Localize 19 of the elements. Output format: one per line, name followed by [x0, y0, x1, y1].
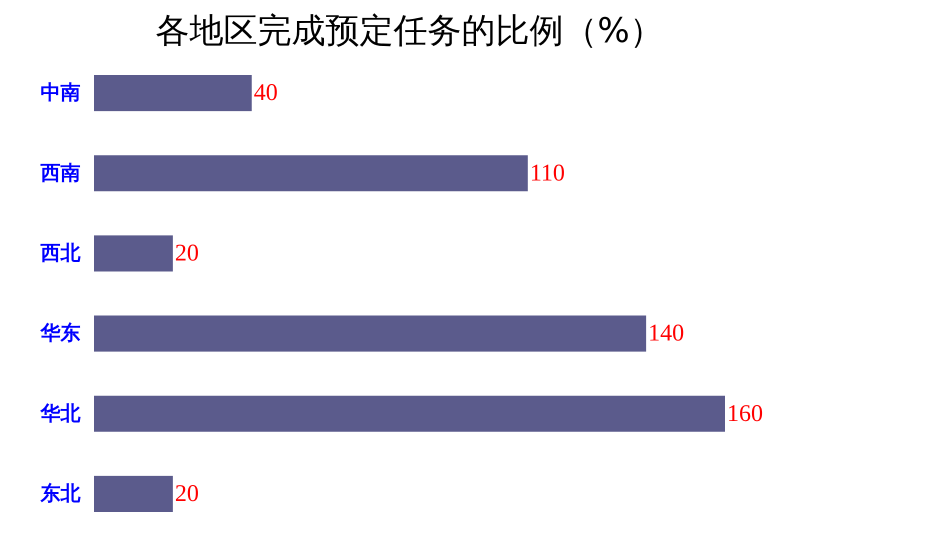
data-label: 110 [530, 160, 565, 186]
data-label: 160 [727, 400, 763, 427]
chart-title: 各地区完成预定任务的比例（%） [155, 11, 664, 51]
y-tick-label: 华东 [40, 320, 80, 345]
data-label: 20 [174, 240, 199, 266]
bar [94, 476, 173, 512]
y-tick-label: 西南 [40, 160, 80, 184]
data-label: 40 [254, 80, 278, 106]
bar [94, 316, 646, 352]
y-tick-label: 中南 [40, 80, 80, 104]
data-label: 140 [648, 320, 684, 347]
bar [94, 75, 252, 112]
y-tick-label: 东北 [40, 480, 82, 505]
bar [94, 235, 173, 272]
y-tick-label: 华北 [40, 400, 82, 425]
bar [94, 155, 528, 192]
y-tick-label: 西北 [40, 240, 82, 264]
data-label: 20 [174, 480, 199, 507]
bar [94, 396, 725, 432]
